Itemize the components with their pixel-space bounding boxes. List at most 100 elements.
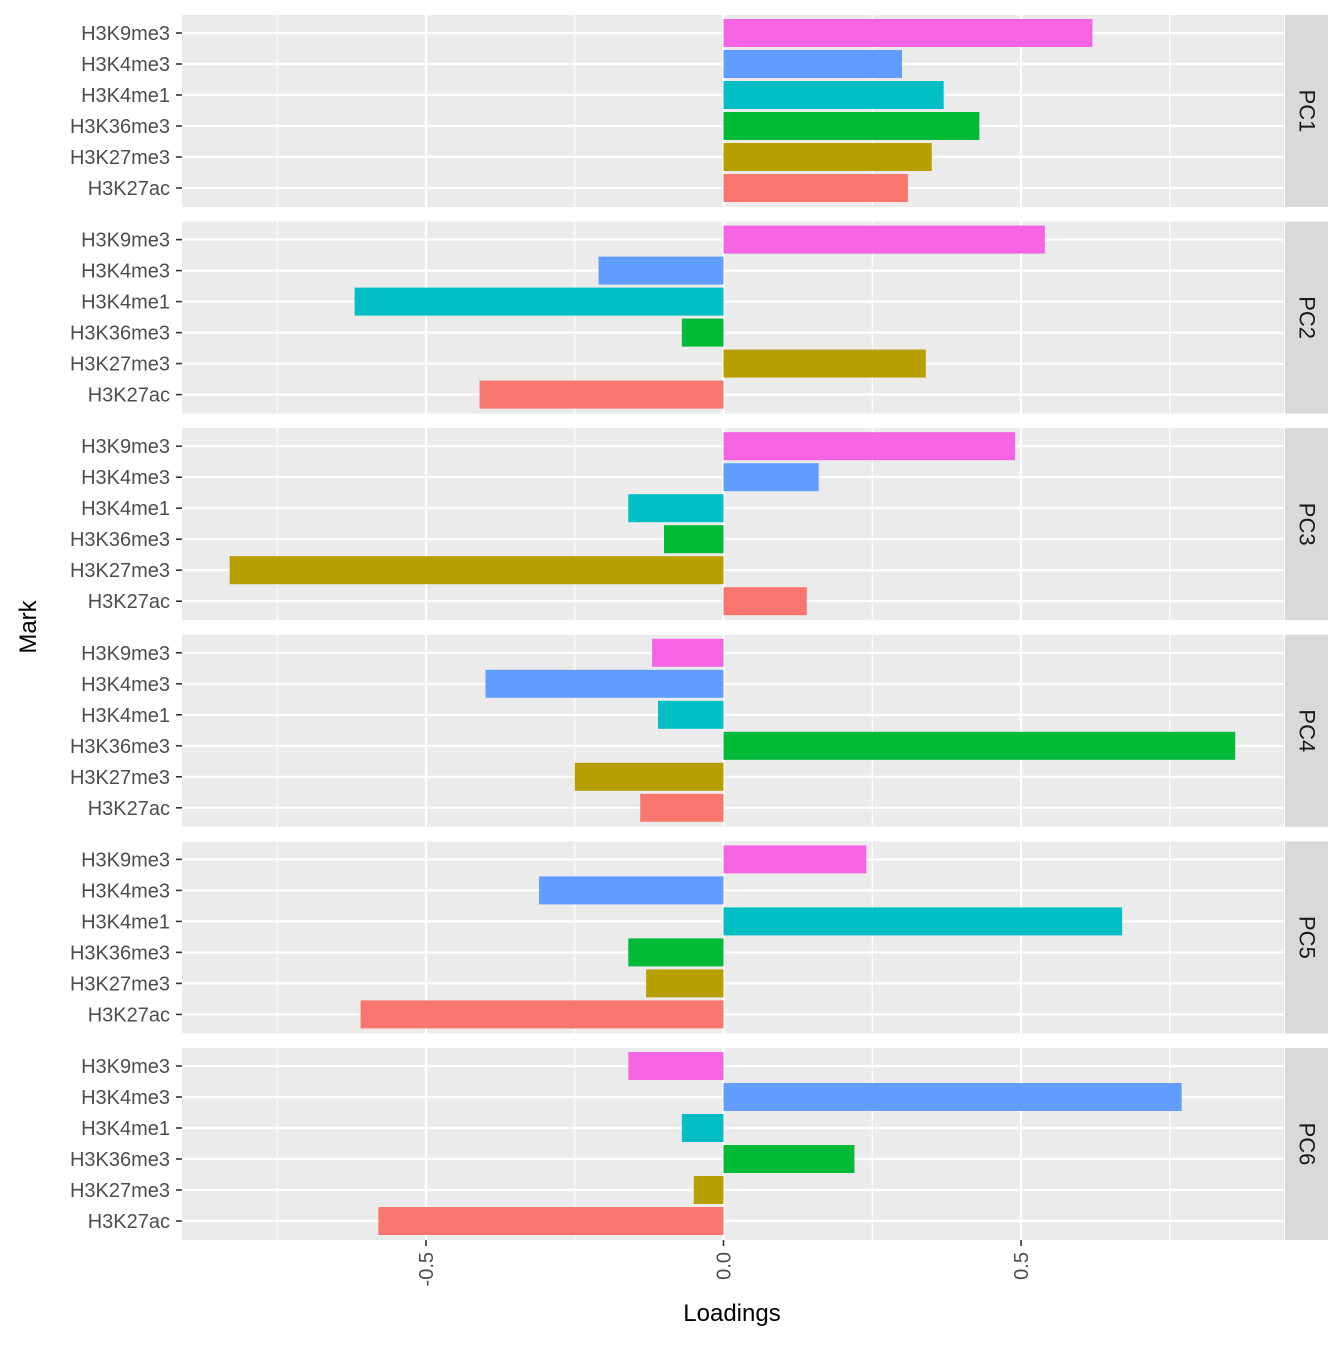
- bar-pc1-h3k27ac: [723, 174, 908, 202]
- bar-pc2-h3k4me1: [354, 287, 724, 316]
- facet-panel-pc2: H3K9me3 H3K4me3 H3K4me1 H3K36me3 H3K27me3 H3K…: [70, 221, 1328, 414]
- y-tick-label: H3K27me3: [70, 973, 170, 995]
- x-tick-label: 0.0: [714, 1252, 736, 1280]
- y-tick-label: H3K27me3: [70, 1180, 170, 1202]
- bar-pc1-h3k4me3: [723, 50, 902, 78]
- facet-strip: [1285, 1048, 1328, 1240]
- y-tick-label: H3K9me3: [81, 849, 170, 871]
- bar-pc1-h3k9me3: [723, 19, 1093, 47]
- bar-pc6-h3k27me3: [693, 1176, 724, 1204]
- y-tick-label: H3K36me3: [70, 323, 170, 345]
- y-tick-label: H3K27ac: [88, 591, 170, 613]
- y-tick-label: H3K27ac: [88, 1211, 170, 1233]
- y-tick-label: H3K36me3: [70, 1149, 170, 1171]
- facet-strip-label: PC3: [1295, 503, 1320, 546]
- bar-pc4-h3k27me3: [574, 762, 724, 791]
- y-tick-label: H3K27ac: [88, 385, 170, 407]
- y-tick-label: H3K4me1: [81, 85, 170, 107]
- facet-strip-label: PC2: [1295, 296, 1320, 339]
- y-axis-title: Mark: [15, 599, 42, 653]
- facet-strip: [1285, 15, 1328, 207]
- bar-pc4-h3k36me3: [723, 731, 1236, 760]
- y-tick-label: H3K27me3: [70, 354, 170, 376]
- facet-strip-label: PC1: [1295, 90, 1320, 133]
- y-tick-label: H3K9me3: [81, 23, 170, 45]
- y-tick-label: H3K4me1: [81, 498, 170, 520]
- y-tick-label: H3K4me3: [81, 261, 170, 283]
- facet-strip: [1285, 428, 1328, 621]
- facet-panel-pc6: H3K9me3 H3K4me3 H3K4me1 H3K36me3 H3K27me3 H3K…: [70, 1048, 1328, 1240]
- y-tick-label: H3K27me3: [70, 560, 170, 582]
- y-tick-label: H3K4me1: [81, 1118, 170, 1140]
- bar-pc1-h3k27me3: [723, 143, 932, 171]
- bar-pc4-h3k4me1: [658, 700, 724, 729]
- bar-pc3-h3k4me1: [628, 494, 724, 523]
- bar-pc5-h3k27ac: [360, 1000, 724, 1029]
- bar-pc3-h3k4me3: [723, 463, 819, 492]
- facet-strip: [1285, 221, 1328, 414]
- bar-pc5-h3k4me1: [723, 907, 1123, 936]
- bar-pc6-h3k36me3: [723, 1145, 855, 1173]
- bar-pc5-h3k36me3: [628, 938, 724, 967]
- y-tick-label: H3K9me3: [81, 1056, 170, 1078]
- facet-strip-label: PC6: [1295, 1123, 1320, 1166]
- y-tick-label: H3K4me3: [81, 674, 170, 696]
- bar-pc2-h3k4me3: [598, 256, 724, 285]
- bar-pc2-h3k27ac: [479, 380, 724, 409]
- facet-panels: H3K9me3 H3K4me3 H3K4me1 H3K36me3 H3K27me3 H3K…: [70, 15, 1328, 1240]
- panel-background: [182, 1048, 1284, 1240]
- panel-background: [182, 634, 1284, 827]
- facet-panel-pc1: H3K9me3 H3K4me3 H3K4me1 H3K36me3 H3K27me3 H3K…: [70, 15, 1328, 207]
- y-tick-label: H3K36me3: [70, 942, 170, 964]
- bar-pc6-h3k9me3: [628, 1052, 724, 1080]
- bar-pc6-h3k27ac: [378, 1207, 724, 1235]
- y-tick-label: H3K27ac: [88, 1004, 170, 1026]
- y-tick-label: H3K36me3: [70, 529, 170, 551]
- bar-pc2-h3k36me3: [681, 318, 724, 347]
- y-tick-label: H3K9me3: [81, 643, 170, 665]
- y-tick-label: H3K4me1: [81, 292, 170, 314]
- y-tick-label: H3K4me3: [81, 880, 170, 902]
- y-tick-label: H3K4me1: [81, 911, 170, 933]
- y-tick-label: H3K9me3: [81, 436, 170, 458]
- y-tick-label: H3K27ac: [88, 178, 170, 200]
- bar-pc4-h3k9me3: [652, 638, 724, 667]
- facet-panel-pc5: H3K9me3 H3K4me3 H3K4me1 H3K36me3 H3K27me3 H3K…: [70, 841, 1328, 1034]
- facet-panel-pc4: H3K9me3 H3K4me3 H3K4me1 H3K36me3 H3K27me3 H3K…: [70, 634, 1328, 827]
- bar-pc3-h3k9me3: [723, 432, 1016, 461]
- bar-pc3-h3k36me3: [664, 525, 724, 554]
- x-tick-label: -0.5: [416, 1252, 438, 1286]
- facet-strip-label: PC4: [1295, 709, 1320, 752]
- bar-pc3-h3k27me3: [229, 556, 724, 585]
- y-tick-label: H3K27me3: [70, 147, 170, 169]
- bar-pc5-h3k27me3: [646, 969, 724, 998]
- bar-pc5-h3k9me3: [723, 845, 867, 874]
- y-tick-label: H3K9me3: [81, 230, 170, 252]
- y-tick-label: H3K4me3: [81, 467, 170, 489]
- facet-strip: [1285, 841, 1328, 1034]
- bar-pc1-h3k36me3: [723, 112, 980, 140]
- facet-panel-pc3: H3K9me3 H3K4me3 H3K4me1 H3K36me3 H3K27me3 H3K…: [70, 428, 1328, 621]
- x-tick-label: 0.5: [1011, 1252, 1033, 1280]
- bar-pc2-h3k27me3: [723, 349, 926, 378]
- bar-pc4-h3k27ac: [640, 793, 724, 822]
- y-tick-label: H3K27me3: [70, 767, 170, 789]
- bar-pc4-h3k4me3: [485, 669, 724, 698]
- y-tick-label: H3K4me3: [81, 1087, 170, 1109]
- y-tick-label: H3K36me3: [70, 736, 170, 758]
- bar-pc2-h3k9me3: [723, 225, 1045, 254]
- bar-pc6-h3k4me3: [723, 1083, 1182, 1111]
- bar-pc3-h3k27ac: [723, 587, 807, 616]
- y-tick-label: H3K36me3: [70, 116, 170, 138]
- y-tick-label: H3K4me1: [81, 705, 170, 727]
- facet-strip-label: PC5: [1295, 916, 1320, 959]
- bar-pc6-h3k4me1: [681, 1114, 724, 1142]
- bar-pc1-h3k4me1: [723, 81, 944, 109]
- x-axis-title: Loadings: [683, 1300, 780, 1327]
- bar-pc5-h3k4me3: [539, 876, 724, 905]
- y-tick-label: H3K4me3: [81, 54, 170, 76]
- facet-strip: [1285, 634, 1328, 827]
- y-tick-label: H3K27ac: [88, 798, 170, 820]
